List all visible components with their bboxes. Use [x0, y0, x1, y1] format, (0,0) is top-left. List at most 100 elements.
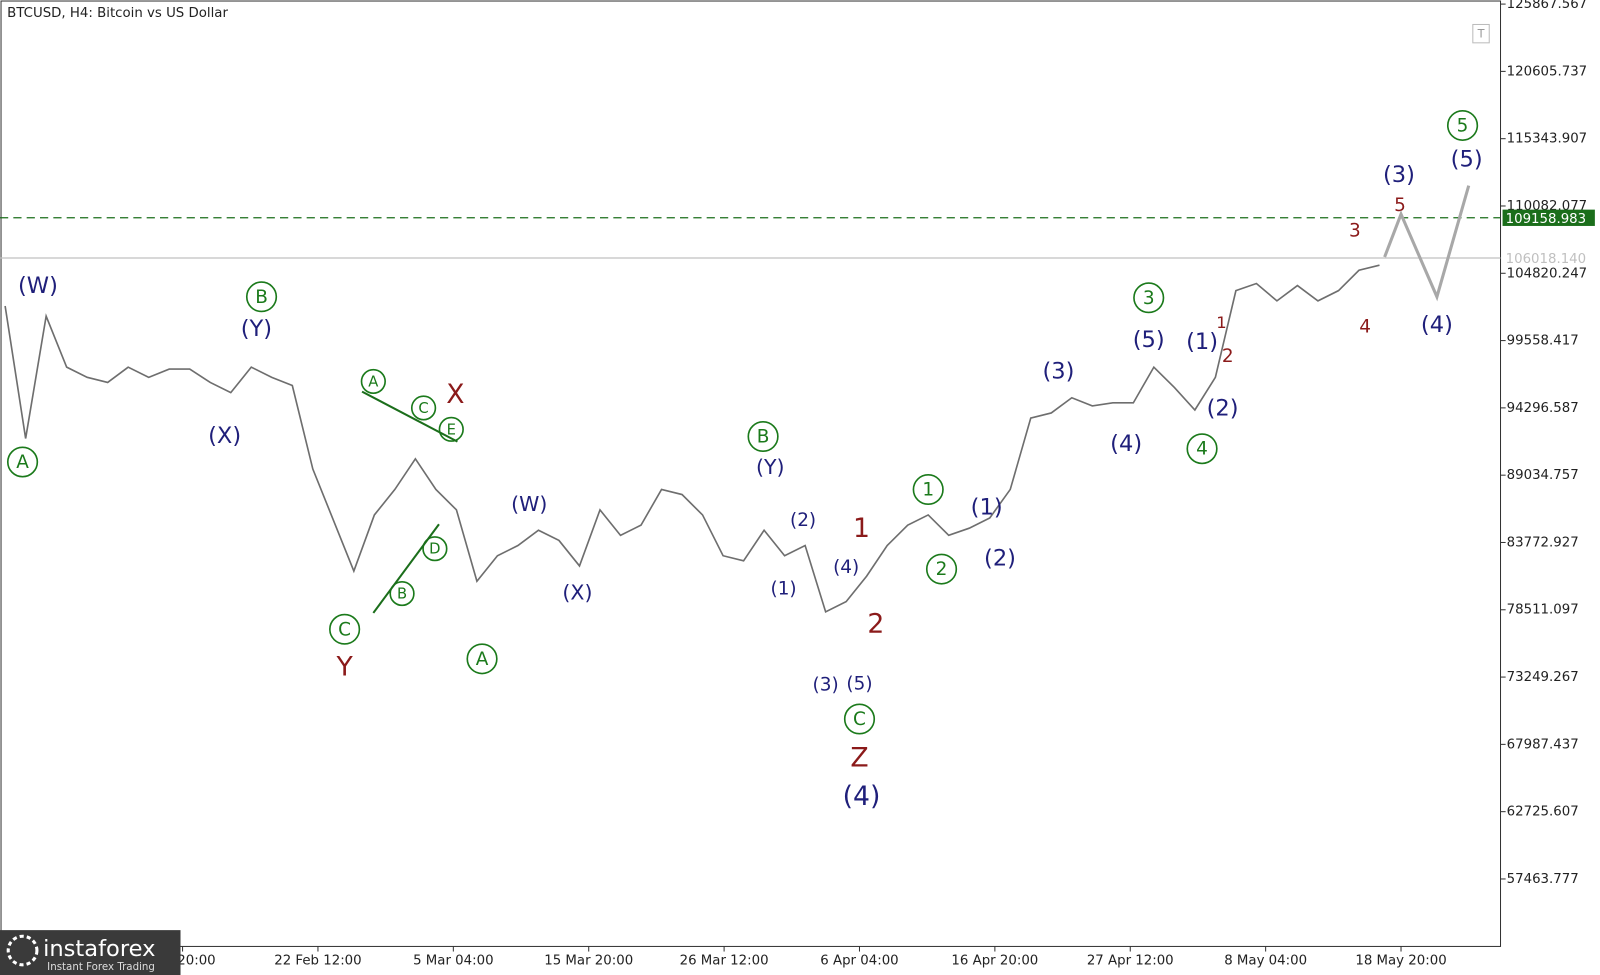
- wave-label: 2: [1222, 346, 1234, 367]
- x-tick-label: 27 Apr 12:00: [1087, 954, 1174, 969]
- price-tag: [1502, 209, 1595, 226]
- wave-label: (5): [1133, 327, 1165, 353]
- wave-label: 1: [922, 480, 934, 501]
- wave-label: 3: [1143, 288, 1155, 309]
- wave-label: 3: [1349, 221, 1361, 242]
- wave-label: A: [476, 649, 489, 670]
- y-tick-label: 99558.417: [1507, 334, 1579, 349]
- panel-icon-glyph: T: [1477, 28, 1485, 41]
- wave-label: (4): [1110, 431, 1142, 457]
- wave-label: 2: [936, 559, 948, 580]
- wave-circle: [1186, 433, 1218, 465]
- y-tick-label: 83772.927: [1507, 535, 1579, 550]
- wave-label: A: [368, 373, 378, 390]
- wave-label: C: [418, 400, 428, 417]
- wave-label: (1): [971, 494, 1003, 520]
- x-tick-label: 6 Apr 04:00: [820, 954, 898, 969]
- panel-icon: [1472, 23, 1490, 44]
- y-tick-label: 78511.097: [1507, 603, 1579, 618]
- wave-circle: [912, 474, 944, 506]
- x-tick-label: 8 May 04:00: [1224, 954, 1307, 969]
- wave-circle: [360, 368, 386, 394]
- wave-label: (4): [1421, 312, 1453, 338]
- wave-circle: [389, 581, 415, 607]
- wave-circle: [245, 281, 278, 313]
- price-tag-label: 109158.983: [1506, 212, 1587, 227]
- wave-circle: [466, 643, 498, 675]
- y-tick-label: 115343.907: [1507, 132, 1588, 147]
- wave-label: (5): [846, 673, 872, 694]
- wave-label: (2): [790, 510, 816, 531]
- wave-circle: [410, 395, 437, 421]
- wave-drawings: [361, 185, 1471, 614]
- triangle-line: [372, 523, 440, 614]
- logo-mark: [6, 934, 39, 967]
- wave-label: A: [16, 452, 29, 473]
- price-tag-label: 106018.140: [1506, 252, 1587, 267]
- y-tick-label: 104820.247: [1507, 266, 1588, 281]
- wave-circle: [438, 416, 464, 442]
- wave-label: (3): [813, 674, 839, 695]
- wave-label: (1): [1186, 329, 1218, 355]
- wave-label: (2): [1207, 396, 1239, 422]
- wave-label: (X): [562, 581, 592, 605]
- wave-label: 4: [1359, 316, 1371, 337]
- wave-label: B: [397, 586, 407, 603]
- x-tick-label: 16 Apr 20:00: [951, 954, 1038, 969]
- wave-label: (3): [1042, 359, 1074, 385]
- x-tick-label: 18 May 20:00: [1355, 954, 1446, 969]
- wave-circle: [747, 421, 779, 453]
- wave-circle: [925, 553, 958, 585]
- wave-label: 4: [1196, 439, 1208, 460]
- wave-label: (W): [18, 273, 58, 299]
- logo-tagline: Instant Forex Trading: [47, 962, 155, 973]
- wave-circle: [329, 613, 361, 645]
- wave-label: Y: [335, 652, 353, 683]
- y-tick-label: 120605.737: [1507, 64, 1588, 79]
- wave-label: (W): [511, 492, 547, 516]
- wave-circle: [422, 536, 448, 562]
- projection-path: [1383, 185, 1471, 302]
- wave-circle: [1133, 282, 1165, 314]
- y-tick-label: 73249.267: [1507, 670, 1579, 685]
- y-tick-label: 57463.777: [1507, 872, 1579, 887]
- y-tick-label: 67987.437: [1507, 737, 1579, 752]
- wave-label: Z: [850, 742, 868, 773]
- wave-label: 1: [853, 513, 870, 544]
- wave-label: B: [757, 427, 770, 448]
- x-tick-label: 26 Mar 12:00: [680, 954, 769, 969]
- y-tick-label: 125867.567: [1507, 0, 1588, 12]
- wave-label: C: [853, 709, 866, 730]
- logo-name: instaforex: [43, 936, 155, 962]
- y-tick-label: 89034.757: [1507, 468, 1579, 483]
- wave-label: E: [447, 421, 456, 438]
- wave-label: (2): [984, 545, 1016, 571]
- logo: instaforex Instant Forex Trading: [0, 930, 181, 975]
- wave-label: (Y): [756, 455, 785, 479]
- wave-label: 1: [1216, 313, 1226, 332]
- chart-title: BTCUSD, H4: Bitcoin vs US Dollar: [7, 6, 228, 21]
- wave-label: (5): [1451, 147, 1483, 173]
- x-tick-label: 15 Mar 20:00: [544, 954, 633, 969]
- wave-label: (1): [771, 579, 797, 600]
- wave-label: (4): [843, 781, 881, 812]
- triangle-line: [361, 390, 458, 443]
- wave-label: C: [338, 619, 351, 640]
- wave-label: (3): [1383, 162, 1415, 188]
- wave-label: B: [255, 287, 268, 308]
- wave-circle: [1446, 109, 1479, 141]
- wave-label: (Y): [241, 316, 272, 342]
- y-tick-label: 62725.607: [1507, 805, 1579, 820]
- x-tick-label: 22 Feb 12:00: [274, 954, 361, 969]
- wave-circle: [843, 703, 876, 735]
- wave-label: (4): [833, 557, 859, 578]
- wave-label: 5: [1457, 115, 1469, 136]
- wave-label: 5: [1394, 195, 1406, 216]
- y-tick-label: 94296.587: [1507, 401, 1579, 416]
- x-tick-label: 5 Mar 04:00: [413, 954, 493, 969]
- plot-frame: [0, 0, 1502, 947]
- wave-label: 2: [867, 609, 884, 640]
